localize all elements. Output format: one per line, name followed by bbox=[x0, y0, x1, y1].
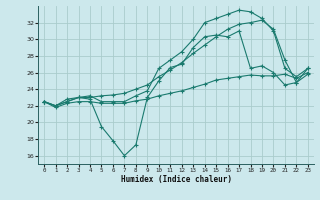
X-axis label: Humidex (Indice chaleur): Humidex (Indice chaleur) bbox=[121, 175, 231, 184]
